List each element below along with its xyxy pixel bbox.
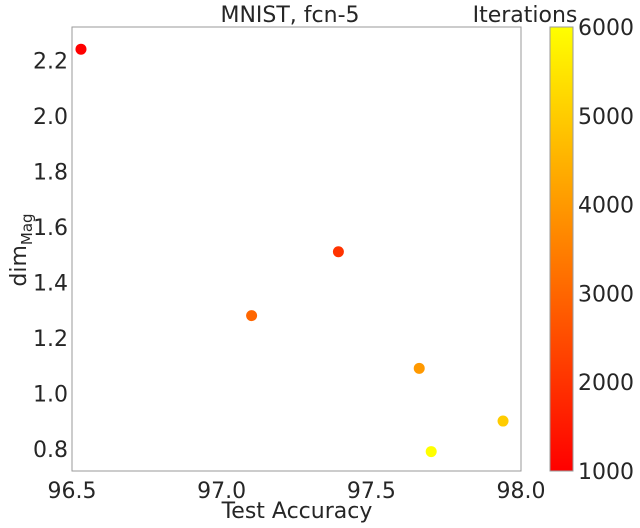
y-tick-label: 1.2 [33, 327, 68, 352]
colorbar-tick-label: 2000 [578, 371, 634, 396]
data-point [246, 310, 258, 322]
colorbar-tick-label: 5000 [578, 105, 634, 130]
plot-area: 96.5 97.0 97.5 98.0 0.8 1.0 1.2 1.4 1.6 1.8 2.0 2.2 [33, 26, 546, 504]
y-tick-label: 1.4 [33, 271, 68, 296]
x-tick-label: 97.5 [347, 479, 396, 504]
y-tick-label: 0.8 [33, 438, 68, 463]
colorbar-gradient [549, 26, 574, 472]
y-axis-label-subscript: Mag [18, 213, 36, 245]
y-tick-label: 1.8 [33, 160, 68, 185]
y-tick-label: 2.2 [33, 49, 68, 74]
plot-frame [71, 26, 522, 472]
data-point [332, 246, 344, 258]
y-axis-label: dimMag [7, 213, 36, 286]
data-point [413, 362, 425, 374]
colorbar-tick-label: 1000 [578, 460, 634, 485]
chart-title: MNIST, fcn-5 [220, 3, 359, 28]
colorbar-tick-label: 6000 [578, 16, 634, 41]
y-tick-label: 1.6 [33, 216, 68, 241]
y-tick-label: 1.0 [33, 382, 68, 407]
x-tick-label: 96.5 [48, 479, 97, 504]
data-point [75, 43, 87, 55]
x-axis-label: Test Accuracy [221, 499, 373, 524]
colorbar: 1000 2000 3000 4000 5000 6000 [549, 16, 634, 485]
data-point [425, 446, 437, 458]
y-tick-label: 2.0 [33, 105, 68, 130]
x-tick-label: 97.0 [197, 479, 246, 504]
data-point [497, 415, 509, 427]
y-axis-label-main: dim [7, 245, 32, 287]
colorbar-tick-label: 3000 [578, 282, 634, 307]
colorbar-tick-label: 4000 [578, 194, 634, 219]
colorbar-label: Iterations [473, 3, 578, 28]
chart-texts: MNIST, fcn-5 Test Accuracy dimMag Iterat… [7, 3, 577, 524]
x-tick-label: 98.0 [497, 479, 546, 504]
